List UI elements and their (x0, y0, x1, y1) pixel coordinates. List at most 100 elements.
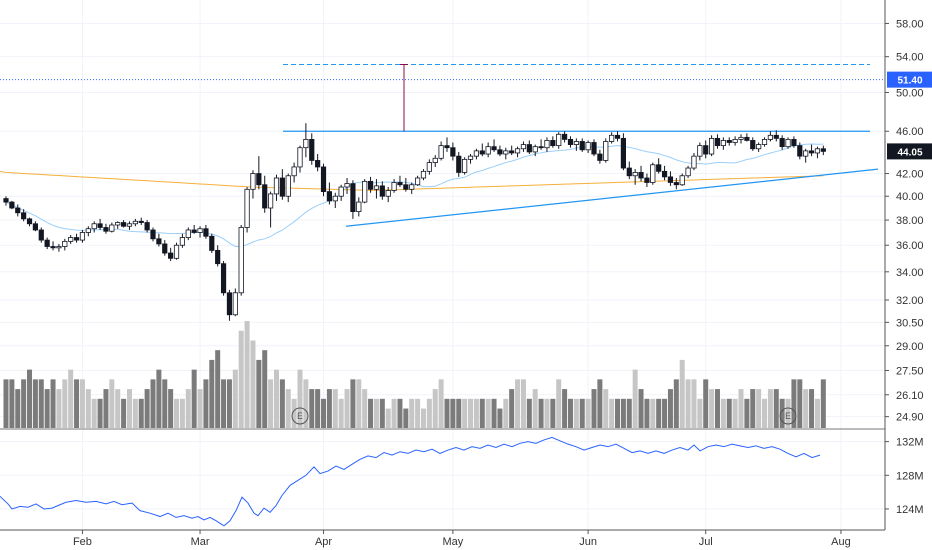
volume-bar (420, 408, 426, 428)
candle-body (750, 140, 756, 150)
volume-bar (650, 398, 656, 428)
volume-bar (615, 398, 621, 428)
volume-bar (373, 398, 379, 428)
volume-bar (44, 389, 50, 428)
candle-body (262, 184, 268, 209)
candle-body (438, 145, 444, 159)
candle-body (315, 160, 321, 168)
candle-body (767, 134, 774, 140)
price-tick-label: 42.00 (896, 169, 924, 181)
candle-body (638, 172, 644, 179)
candle-body (73, 237, 80, 241)
volume-bar (485, 398, 491, 428)
candle-body (450, 147, 456, 157)
short-moving-average (5, 143, 824, 248)
candle-body (644, 177, 650, 183)
volume-bar (332, 389, 338, 428)
volume-bar (391, 398, 397, 428)
volume-bar (473, 398, 479, 428)
candle-body (68, 237, 74, 242)
candle-body (9, 201, 15, 209)
time-tick-label: Jun (579, 536, 597, 548)
volume-bar (720, 398, 726, 428)
candle-body (62, 240, 68, 247)
volume-bar (785, 398, 791, 428)
volume-bar (115, 389, 121, 428)
candle-body (520, 144, 527, 150)
candle-body (144, 222, 150, 231)
volume-bar (450, 398, 456, 428)
candle-body (532, 146, 538, 153)
candle-body (697, 145, 703, 157)
candle-body (544, 140, 550, 149)
volume-bar (350, 379, 356, 428)
candle-body (632, 172, 638, 177)
volume-bar (103, 389, 109, 428)
volume-bar (362, 389, 368, 428)
volume-bar (685, 379, 691, 428)
volume-bar (703, 379, 709, 428)
candle-body (456, 155, 462, 173)
candle-body (356, 201, 362, 212)
candle-body (179, 237, 185, 246)
volume-bar (756, 389, 762, 428)
volume-bar (797, 379, 803, 428)
volume-bar (550, 398, 556, 428)
candle-body (526, 144, 532, 153)
volume-bar (609, 398, 615, 428)
candle-body (209, 235, 215, 251)
volume-bar (632, 369, 638, 428)
candle-body (332, 195, 338, 202)
volume-bar (74, 379, 80, 428)
volume-bar (544, 398, 550, 428)
price-tick-label: 58.00 (896, 18, 924, 30)
candle-body (497, 149, 503, 155)
candle-body (138, 220, 144, 223)
candle-body (162, 243, 168, 254)
volume-bar (620, 398, 626, 428)
volume-bar (3, 379, 9, 428)
candle-body (667, 176, 674, 183)
volume-bar (438, 379, 444, 428)
volume-bar (268, 379, 274, 428)
price-tick-label: 26.10 (896, 390, 924, 402)
candle-body (279, 177, 285, 197)
candle-body (479, 150, 485, 155)
time-tick-label: Jul (699, 536, 713, 548)
candle-body (309, 138, 315, 161)
candle-body (32, 223, 39, 231)
volume-bar (221, 379, 227, 428)
volume-bar (344, 389, 350, 428)
price-tick-label: 40.00 (896, 191, 924, 203)
candle-body (385, 190, 391, 197)
volume-bar (626, 398, 632, 428)
candle-body (238, 227, 244, 294)
candle-body (367, 180, 374, 190)
obv-line (0, 436, 821, 527)
candle-body (414, 177, 421, 186)
candle-body (432, 157, 438, 164)
volume-bar (744, 398, 750, 428)
candle-body (320, 166, 327, 193)
candle-body (661, 170, 668, 178)
candle-body (50, 246, 56, 249)
candle-body (326, 191, 333, 202)
volume-bar (738, 389, 744, 428)
candle-body (132, 220, 138, 225)
volume-bar (491, 398, 497, 428)
candle-body (267, 193, 274, 209)
volume-bar (162, 379, 168, 428)
volume-bar (773, 389, 779, 428)
candle-body (473, 150, 480, 157)
candle-body (591, 142, 597, 155)
volume-bar (179, 398, 185, 428)
candle-body (609, 134, 615, 142)
volume-bar (91, 398, 97, 428)
candle-body (244, 188, 250, 228)
candle-body (550, 140, 556, 147)
candle-body (21, 212, 27, 220)
price-tick-label: 36.00 (896, 240, 924, 252)
volume-bar (791, 379, 797, 428)
